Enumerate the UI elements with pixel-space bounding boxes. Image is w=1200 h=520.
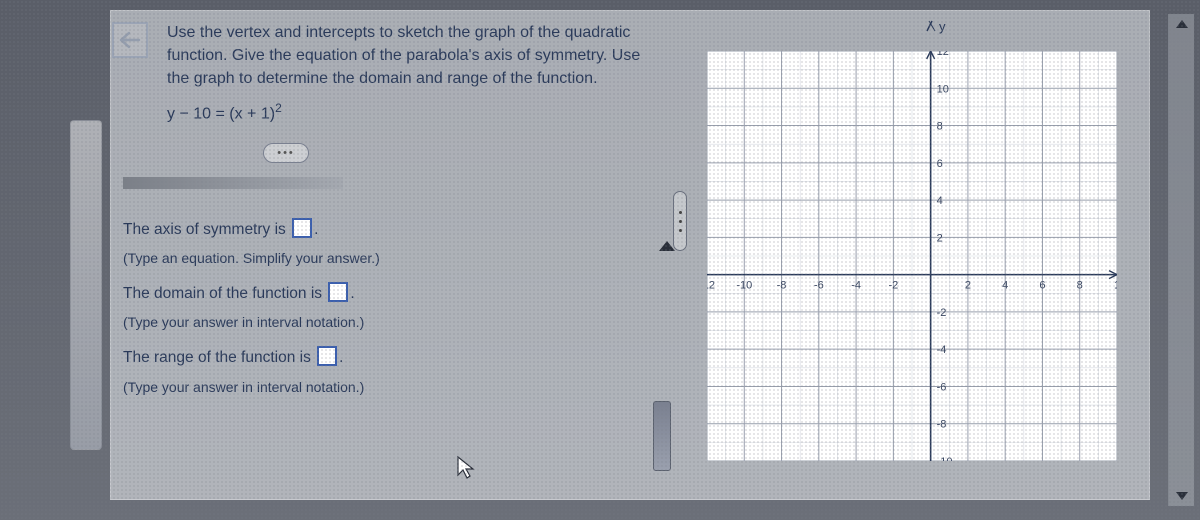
range-input[interactable] <box>317 346 337 366</box>
svg-text:-2: -2 <box>888 280 898 292</box>
axis-line: The axis of symmetry is . <box>123 217 659 243</box>
axis-hint: (Type an equation. Simplify your answer.… <box>123 247 659 271</box>
axis-label: The axis of symmetry is <box>123 221 286 238</box>
equation-exponent: 2 <box>275 101 282 115</box>
outer-scrollbar[interactable] <box>1168 14 1194 506</box>
scrollbar-thumb[interactable] <box>653 401 671 471</box>
range-label: The range of the function is <box>123 349 311 366</box>
range-line: The range of the function is . <box>123 345 659 371</box>
svg-text:6: 6 <box>937 158 943 170</box>
svg-text:-4: -4 <box>937 344 947 356</box>
svg-text:1: 1 <box>1114 280 1117 292</box>
domain-line: The domain of the function is . <box>123 281 659 307</box>
svg-text:-12: -12 <box>707 280 715 292</box>
svg-text:-10: -10 <box>736 280 752 292</box>
svg-text:2: 2 <box>937 232 943 244</box>
equation: y − 10 = (x + 1)2 <box>167 101 659 123</box>
more-options-button[interactable]: ••• <box>263 143 309 163</box>
graph-column: y -12-10-8-6-4-22468124681012-2-4-6-8-10 <box>687 21 1137 487</box>
svg-text:-2: -2 <box>937 307 947 319</box>
svg-text:-8: -8 <box>937 419 947 431</box>
svg-text:-4: -4 <box>851 280 861 292</box>
domain-label: The domain of the function is <box>123 285 322 302</box>
svg-text:8: 8 <box>937 121 943 133</box>
svg-text:-6: -6 <box>937 381 947 393</box>
svg-text:-8: -8 <box>777 280 787 292</box>
scroll-up-icon[interactable] <box>1176 20 1188 28</box>
svg-text:2: 2 <box>965 280 971 292</box>
svg-text:4: 4 <box>1002 280 1008 292</box>
domain-input[interactable] <box>328 282 348 302</box>
question-column: Use the vertex and intercepts to sketch … <box>123 21 669 487</box>
problem-statement: Use the vertex and intercepts to sketch … <box>167 21 659 91</box>
svg-text:12: 12 <box>937 51 949 58</box>
svg-text:10: 10 <box>937 83 949 95</box>
range-hint: (Type your answer in interval notation.) <box>123 376 659 400</box>
coordinate-grid[interactable]: -12-10-8-6-4-22468124681012-2-4-6-8-10 <box>707 51 1117 461</box>
y-axis-label: y <box>925 19 946 34</box>
svg-text:-6: -6 <box>814 280 824 292</box>
question-panel: Use the vertex and intercepts to sketch … <box>110 10 1150 500</box>
svg-text:-10: -10 <box>937 456 953 461</box>
svg-text:4: 4 <box>937 195 943 207</box>
svg-text:8: 8 <box>1077 280 1083 292</box>
equation-lhs: y − 10 = (x + 1) <box>167 105 275 122</box>
vertical-more-button[interactable] <box>673 191 687 251</box>
left-sidebar <box>70 120 102 450</box>
scroll-down-icon[interactable] <box>1176 492 1188 500</box>
divider-bar <box>123 177 343 189</box>
domain-hint: (Type your answer in interval notation.) <box>123 311 659 335</box>
svg-text:6: 6 <box>1039 280 1045 292</box>
answer-section: The axis of symmetry is . (Type an equat… <box>123 217 659 399</box>
axis-input[interactable] <box>292 218 312 238</box>
